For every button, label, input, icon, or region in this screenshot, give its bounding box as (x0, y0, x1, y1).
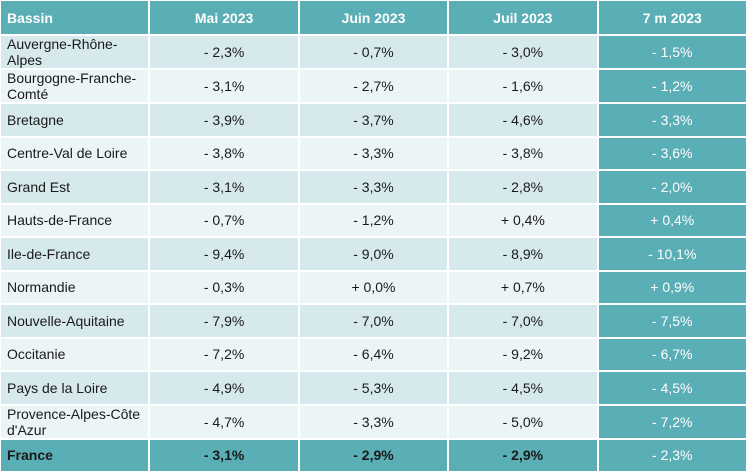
cell-juin-2023: - 6,4% (299, 338, 448, 370)
cell-region: Bourgogne-Franche-Comté (1, 70, 149, 102)
cell-juil-2023: - 4,5% (449, 372, 597, 404)
header-row: Bassin Mai 2023 Juin 2023 Juil 2023 7 m … (1, 1, 746, 34)
cell-mai-2023: - 3,1% (150, 439, 298, 471)
cell-region: Provence-Alpes-Côte d'Azur (1, 405, 149, 438)
cell-juin-2023: - 3,3% (299, 137, 448, 169)
cell-juil-2023: - 4,6% (449, 104, 597, 136)
cell-region: Normandie (1, 271, 149, 303)
cell-juin-2023: - 2,7% (299, 70, 448, 102)
cell-region: Pays de la Loire (1, 372, 149, 404)
table-row: Normandie - 0,3% + 0,0% + 0,7% + 0,9% (1, 271, 746, 303)
cell-region: Centre-Val de Loire (1, 137, 149, 169)
cell-region: Occitanie (1, 338, 149, 370)
cell-mai-2023: - 3,9% (150, 104, 298, 136)
cell-region: Ile-de-France (1, 238, 149, 270)
cell-juil-2023: - 7,0% (449, 305, 597, 337)
cell-juin-2023: - 3,7% (299, 104, 448, 136)
cell-juil-2023: - 5,0% (449, 405, 597, 438)
cell-mai-2023: - 4,9% (150, 372, 298, 404)
header-7m-2023: 7 m 2023 (598, 1, 746, 34)
cell-7m-2023: + 0,9% (598, 271, 746, 303)
cell-mai-2023: - 7,2% (150, 338, 298, 370)
cell-juil-2023: - 3,0% (449, 36, 597, 68)
cell-juin-2023: - 5,3% (299, 372, 448, 404)
table-row: Pays de la Loire - 4,9% - 5,3% - 4,5% - 4,5% (1, 372, 746, 404)
cell-mai-2023: - 3,1% (150, 70, 298, 102)
cell-7m-2023: - 1,5% (598, 36, 746, 68)
cell-7m-2023: - 7,5% (598, 305, 746, 337)
cell-mai-2023: - 7,9% (150, 305, 298, 337)
cell-region: Nouvelle-Aquitaine (1, 305, 149, 337)
cell-juil-2023: - 9,2% (449, 338, 597, 370)
cell-mai-2023: - 3,8% (150, 137, 298, 169)
cell-region: Hauts-de-France (1, 204, 149, 236)
cell-juil-2023: - 8,9% (449, 238, 597, 270)
cell-region: Auvergne-Rhône-Alpes (1, 36, 149, 68)
cell-7m-2023: - 4,5% (598, 372, 746, 404)
total-row-france: France - 3,1% - 2,9% - 2,9% - 2,3% (1, 439, 746, 471)
cell-7m-2023: - 2,3% (598, 439, 746, 471)
cell-juin-2023: - 1,2% (299, 204, 448, 236)
table-row: Bourgogne-Franche-Comté - 3,1% - 2,7% - 1,6… (1, 70, 746, 102)
table-row: Bretagne - 3,9% - 3,7% - 4,6% - 3,3% (1, 104, 746, 136)
table-row: Grand Est - 3,1% - 3,3% - 2,8% - 2,0% (1, 171, 746, 203)
cell-7m-2023: - 6,7% (598, 338, 746, 370)
cell-juin-2023: + 0,0% (299, 271, 448, 303)
table-row: Occitanie - 7,2% - 6,4% - 9,2% - 6,7% (1, 338, 746, 370)
cell-juin-2023: - 0,7% (299, 36, 448, 68)
cell-juil-2023: - 1,6% (449, 70, 597, 102)
cell-7m-2023: - 3,6% (598, 137, 746, 169)
cell-mai-2023: - 0,7% (150, 204, 298, 236)
cell-7m-2023: - 1,2% (598, 70, 746, 102)
cell-juil-2023: - 2,9% (449, 439, 597, 471)
cell-juil-2023: - 3,8% (449, 137, 597, 169)
cell-mai-2023: - 2,3% (150, 36, 298, 68)
cell-juin-2023: - 2,9% (299, 439, 448, 471)
cell-juil-2023: + 0,4% (449, 204, 597, 236)
table-row: Provence-Alpes-Côte d'Azur - 4,7% - 3,3% - … (1, 405, 746, 438)
cell-juil-2023: - 2,8% (449, 171, 597, 203)
cell-7m-2023: - 7,2% (598, 405, 746, 438)
table-row: Nouvelle-Aquitaine - 7,9% - 7,0% - 7,0% - 7,… (1, 305, 746, 337)
header-bassin: Bassin (1, 1, 149, 34)
table-row: Ile-de-France - 9,4% - 9,0% - 8,9% - 10,1% (1, 238, 746, 270)
header-juil-2023: Juil 2023 (449, 1, 597, 34)
cell-juin-2023: - 3,3% (299, 171, 448, 203)
cell-juil-2023: + 0,7% (449, 271, 597, 303)
cell-juin-2023: - 7,0% (299, 305, 448, 337)
cell-mai-2023: - 9,4% (150, 238, 298, 270)
cell-juin-2023: - 9,0% (299, 238, 448, 270)
cell-juin-2023: - 3,3% (299, 405, 448, 438)
header-mai-2023: Mai 2023 (150, 1, 298, 34)
cell-region: France (1, 439, 149, 471)
cell-region: Grand Est (1, 171, 149, 203)
cell-mai-2023: - 0,3% (150, 271, 298, 303)
header-juin-2023: Juin 2023 (299, 1, 448, 34)
table-row: Centre-Val de Loire - 3,8% - 3,3% - 3,8% - 3… (1, 137, 746, 169)
cell-7m-2023: - 2,0% (598, 171, 746, 203)
cell-region: Bretagne (1, 104, 149, 136)
cell-mai-2023: - 3,1% (150, 171, 298, 203)
table-row: Hauts-de-France - 0,7% - 1,2% + 0,4% + 0,4% (1, 204, 746, 236)
table-row: Auvergne-Rhône-Alpes - 2,3% - 0,7% - 3,0% - … (1, 36, 746, 68)
cell-7m-2023: + 0,4% (598, 204, 746, 236)
cell-7m-2023: - 10,1% (598, 238, 746, 270)
cell-7m-2023: - 3,3% (598, 104, 746, 136)
cell-mai-2023: - 4,7% (150, 405, 298, 438)
